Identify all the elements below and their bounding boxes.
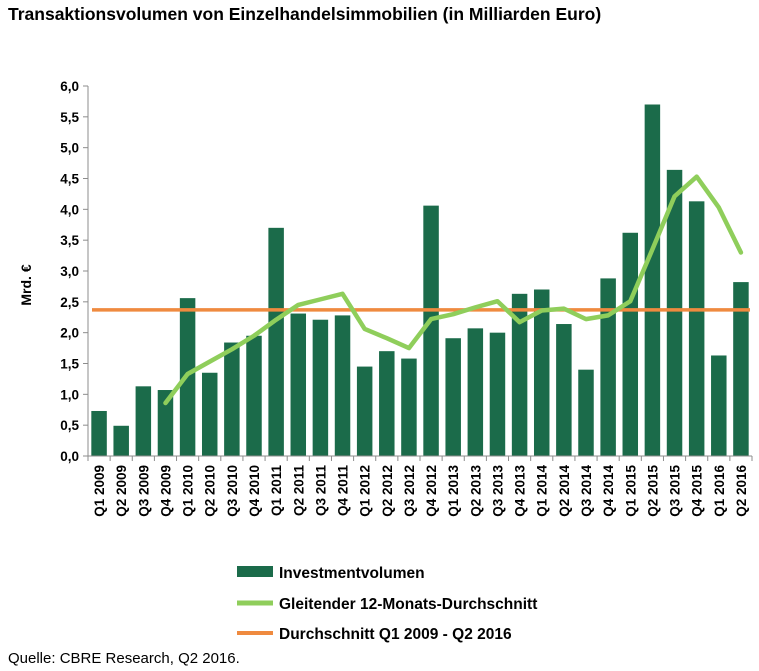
bar-q2-2011 — [290, 313, 307, 456]
bar-q2-2012 — [379, 351, 395, 456]
legend-label-investmentvolumen: Investmentvolumen — [279, 565, 425, 582]
bar-q1-2014 — [533, 289, 550, 456]
y-tick-label: 5,5 — [60, 110, 79, 125]
legend: Investmentvolumen Gleitender 12-Monats-D… — [237, 565, 537, 643]
chart-title: Transaktionsvolumen von Einzelhandelsimm… — [8, 4, 602, 24]
x-tick-label: Q4 2012 — [424, 465, 439, 517]
x-tick-label: Q4 2013 — [513, 465, 528, 517]
x-tick-label: Q2 2011 — [291, 465, 306, 517]
bar-q3-2011 — [312, 319, 329, 456]
x-tick-label: Q2 2014 — [557, 465, 572, 517]
y-tick-label: 0,5 — [60, 418, 79, 433]
legend-label-moving-average: Gleitender 12-Monats-Durchschnitt — [279, 596, 537, 613]
x-tick-label: Q1 2012 — [358, 465, 373, 517]
bar-q1-2011 — [268, 227, 284, 456]
bar-q3-2009 — [135, 386, 152, 456]
x-tick-label: Q4 2009 — [158, 465, 173, 517]
bar-q2-2014 — [556, 324, 572, 456]
legend-swatch-investmentvolumen — [237, 566, 273, 577]
bar-q4-2015 — [688, 201, 705, 456]
x-tick-label: Q3 2011 — [313, 465, 328, 517]
bar-q3-2015 — [666, 169, 683, 456]
x-tick-label: Q3 2013 — [490, 465, 505, 517]
x-tick-label: Q1 2013 — [446, 465, 461, 517]
moving-average-group — [163, 174, 744, 406]
bar-q4-2011 — [334, 315, 351, 456]
bar-q4-2013 — [511, 293, 528, 456]
x-tick-label: Q1 2015 — [623, 465, 638, 517]
x-tick-label: Q1 2011 — [269, 465, 284, 517]
bar-q2-2016 — [733, 282, 749, 456]
y-ticks-group: 0,0 0,5 1,0 1,5 2,0 2,5 3,0 3,5 4,0 4,5 5,0 5,5 6,0 — [60, 79, 88, 464]
y-tick-label: 1,5 — [60, 357, 79, 372]
y-axis-label: Mrd. € — [18, 264, 34, 305]
bar-q4-2014 — [600, 278, 616, 456]
y-tick-label: 6,0 — [60, 79, 79, 94]
bar-q4-2010 — [246, 335, 262, 456]
x-tick-label: Q2 2012 — [380, 465, 395, 517]
legend-label-average-line: Durchschnitt Q1 2009 - Q2 2016 — [279, 626, 512, 643]
bars-group — [91, 104, 749, 456]
bar-q3-2013 — [489, 332, 506, 456]
bar-q4-2009 — [157, 390, 174, 456]
x-tick-label: Q4 2014 — [601, 465, 616, 517]
x-tick-label: Q2 2009 — [114, 465, 129, 517]
y-tick-label: 3,5 — [60, 233, 79, 248]
x-tick-label: Q3 2010 — [225, 465, 240, 517]
x-tick-label: Q3 2014 — [579, 465, 594, 517]
bar-q3-2010 — [224, 342, 240, 456]
x-tick-label: Q1 2014 — [535, 465, 550, 517]
y-tick-label: 2,0 — [60, 326, 79, 341]
y-tick-label: 0,0 — [60, 449, 79, 464]
bar-q3-2014 — [578, 369, 594, 456]
x-tick-label: Q3 2009 — [136, 465, 151, 517]
bar-q1-2012 — [356, 366, 373, 456]
bar-q1-2016 — [711, 355, 727, 456]
source-note: Quelle: CBRE Research, Q2 2016. — [8, 650, 240, 667]
bar-q1-2009 — [91, 410, 107, 456]
x-tick-label: Q1 2016 — [712, 465, 727, 517]
y-tick-label: 4,5 — [60, 172, 79, 187]
x-tick-label: Q1 2010 — [181, 465, 196, 517]
x-tick-label: Q4 2010 — [247, 465, 262, 517]
y-tick-label: 5,0 — [60, 141, 79, 156]
bar-q2-2010 — [201, 372, 218, 456]
bar-q1-2013 — [445, 338, 461, 456]
y-tick-label: 1,0 — [60, 387, 79, 402]
x-tick-label: Q2 2010 — [203, 465, 218, 517]
bar-q1-2015 — [622, 232, 639, 456]
bar-q4-2012 — [423, 205, 439, 456]
x-tick-label: Q4 2011 — [336, 465, 351, 517]
y-tick-label: 4,0 — [60, 202, 79, 217]
x-tick-label: Q3 2012 — [402, 465, 417, 517]
x-tick-label: Q2 2015 — [645, 465, 660, 517]
moving-average-line — [163, 174, 744, 406]
x-tick-label: Q2 2013 — [468, 465, 483, 517]
x-tick-label: Q2 2016 — [734, 465, 749, 517]
bar-q2-2013 — [467, 328, 484, 456]
x-tick-label: Q3 2015 — [668, 465, 683, 517]
y-tick-label: 3,0 — [60, 264, 79, 279]
x-tick-label: Q4 2015 — [690, 465, 705, 517]
bar-q3-2012 — [401, 358, 417, 456]
bar-q2-2015 — [644, 104, 661, 456]
bar-q2-2009 — [113, 425, 129, 456]
y-tick-label: 2,5 — [60, 295, 79, 310]
x-ticks-group: Q1 2009 Q2 2009 Q3 2009 Q4 2009 Q1 2010 Q2 20… — [87, 456, 753, 517]
x-tick-label: Q1 2009 — [92, 465, 107, 517]
